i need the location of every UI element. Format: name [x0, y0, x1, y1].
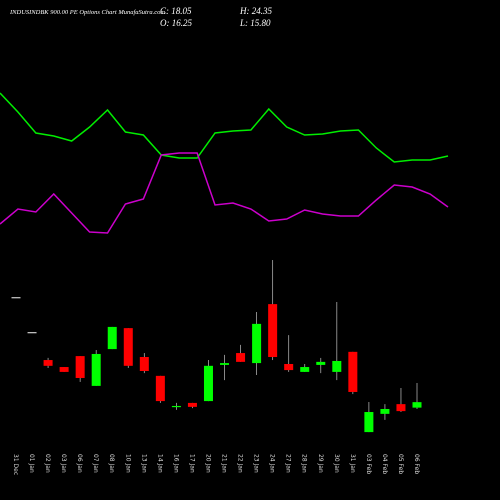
x-tick-label: 31 Dec — [12, 454, 19, 475]
candle-body — [139, 357, 149, 371]
candle-body — [220, 363, 230, 365]
x-tick-label: 01 Jan — [28, 454, 35, 473]
x-tick-label: 03 Jan — [60, 454, 67, 473]
x-tick-label: 02 Jan — [44, 454, 51, 473]
candle-body — [91, 353, 101, 386]
candle-body — [155, 375, 165, 402]
x-tick-label: 27 Jan — [285, 454, 292, 473]
candle-body — [187, 402, 197, 407]
candle-body — [396, 404, 406, 412]
candle-body — [348, 351, 358, 392]
x-tick-label: 06 Feb — [413, 454, 420, 474]
x-tick-label: 28 Jan — [301, 454, 308, 473]
candle-body — [284, 364, 294, 371]
candle-body — [316, 361, 326, 365]
candle-body — [27, 332, 37, 334]
low-label: L: 15.80 — [239, 18, 271, 28]
x-tick-label: 31 Jan — [349, 454, 356, 473]
indicator-line — [0, 152, 449, 234]
candle-body — [43, 360, 53, 366]
candle-body — [59, 367, 69, 372]
chart-title: INDUSINDBK 900.00 PE Options Chart Munaf… — [9, 9, 165, 16]
indicator-line — [0, 92, 449, 163]
x-tick-label: 06 Jan — [76, 454, 83, 473]
candle-body — [364, 412, 374, 433]
x-tick-label: 23 Jan — [253, 454, 260, 473]
candle-body — [332, 360, 342, 372]
x-tick-label: 17 Jan — [188, 454, 195, 473]
x-tick-label: 08 Jan — [108, 454, 115, 473]
candle-body — [412, 402, 422, 408]
x-tick-label: 13 Jan — [140, 454, 147, 473]
candle-body — [236, 353, 246, 362]
x-tick-label: 21 Jan — [221, 454, 228, 473]
x-tick-label: 20 Jan — [204, 454, 211, 473]
candle-body — [268, 304, 278, 358]
candle-body — [107, 326, 117, 350]
x-tick-label: 10 Jan — [124, 454, 131, 473]
x-tick-label: 14 Jan — [156, 454, 163, 473]
x-tick-label: 04 Feb — [381, 454, 388, 474]
candle-body — [75, 356, 85, 378]
high-label: H: 24.35 — [239, 6, 272, 16]
candle-body — [380, 408, 390, 414]
x-tick-label: 24 Jan — [269, 454, 276, 473]
close-label: C: 18.05 — [160, 6, 192, 16]
candle-body — [252, 323, 262, 364]
candle-body — [300, 367, 310, 372]
candle-body — [11, 297, 21, 299]
x-tick-label: 07 Jan — [92, 454, 99, 473]
x-tick-label: 03 Feb — [365, 454, 372, 474]
x-tick-label: 05 Feb — [397, 454, 404, 474]
x-tick-label: 29 Jan — [317, 454, 324, 473]
x-tick-label: 16 Jan — [172, 454, 179, 473]
candle-body — [171, 405, 181, 408]
candle-body — [123, 328, 133, 366]
open-label: O: 16.25 — [160, 18, 192, 28]
x-tick-label: 22 Jan — [237, 454, 244, 473]
x-tick-label: 30 Jan — [333, 454, 340, 473]
candle-body — [203, 365, 213, 402]
